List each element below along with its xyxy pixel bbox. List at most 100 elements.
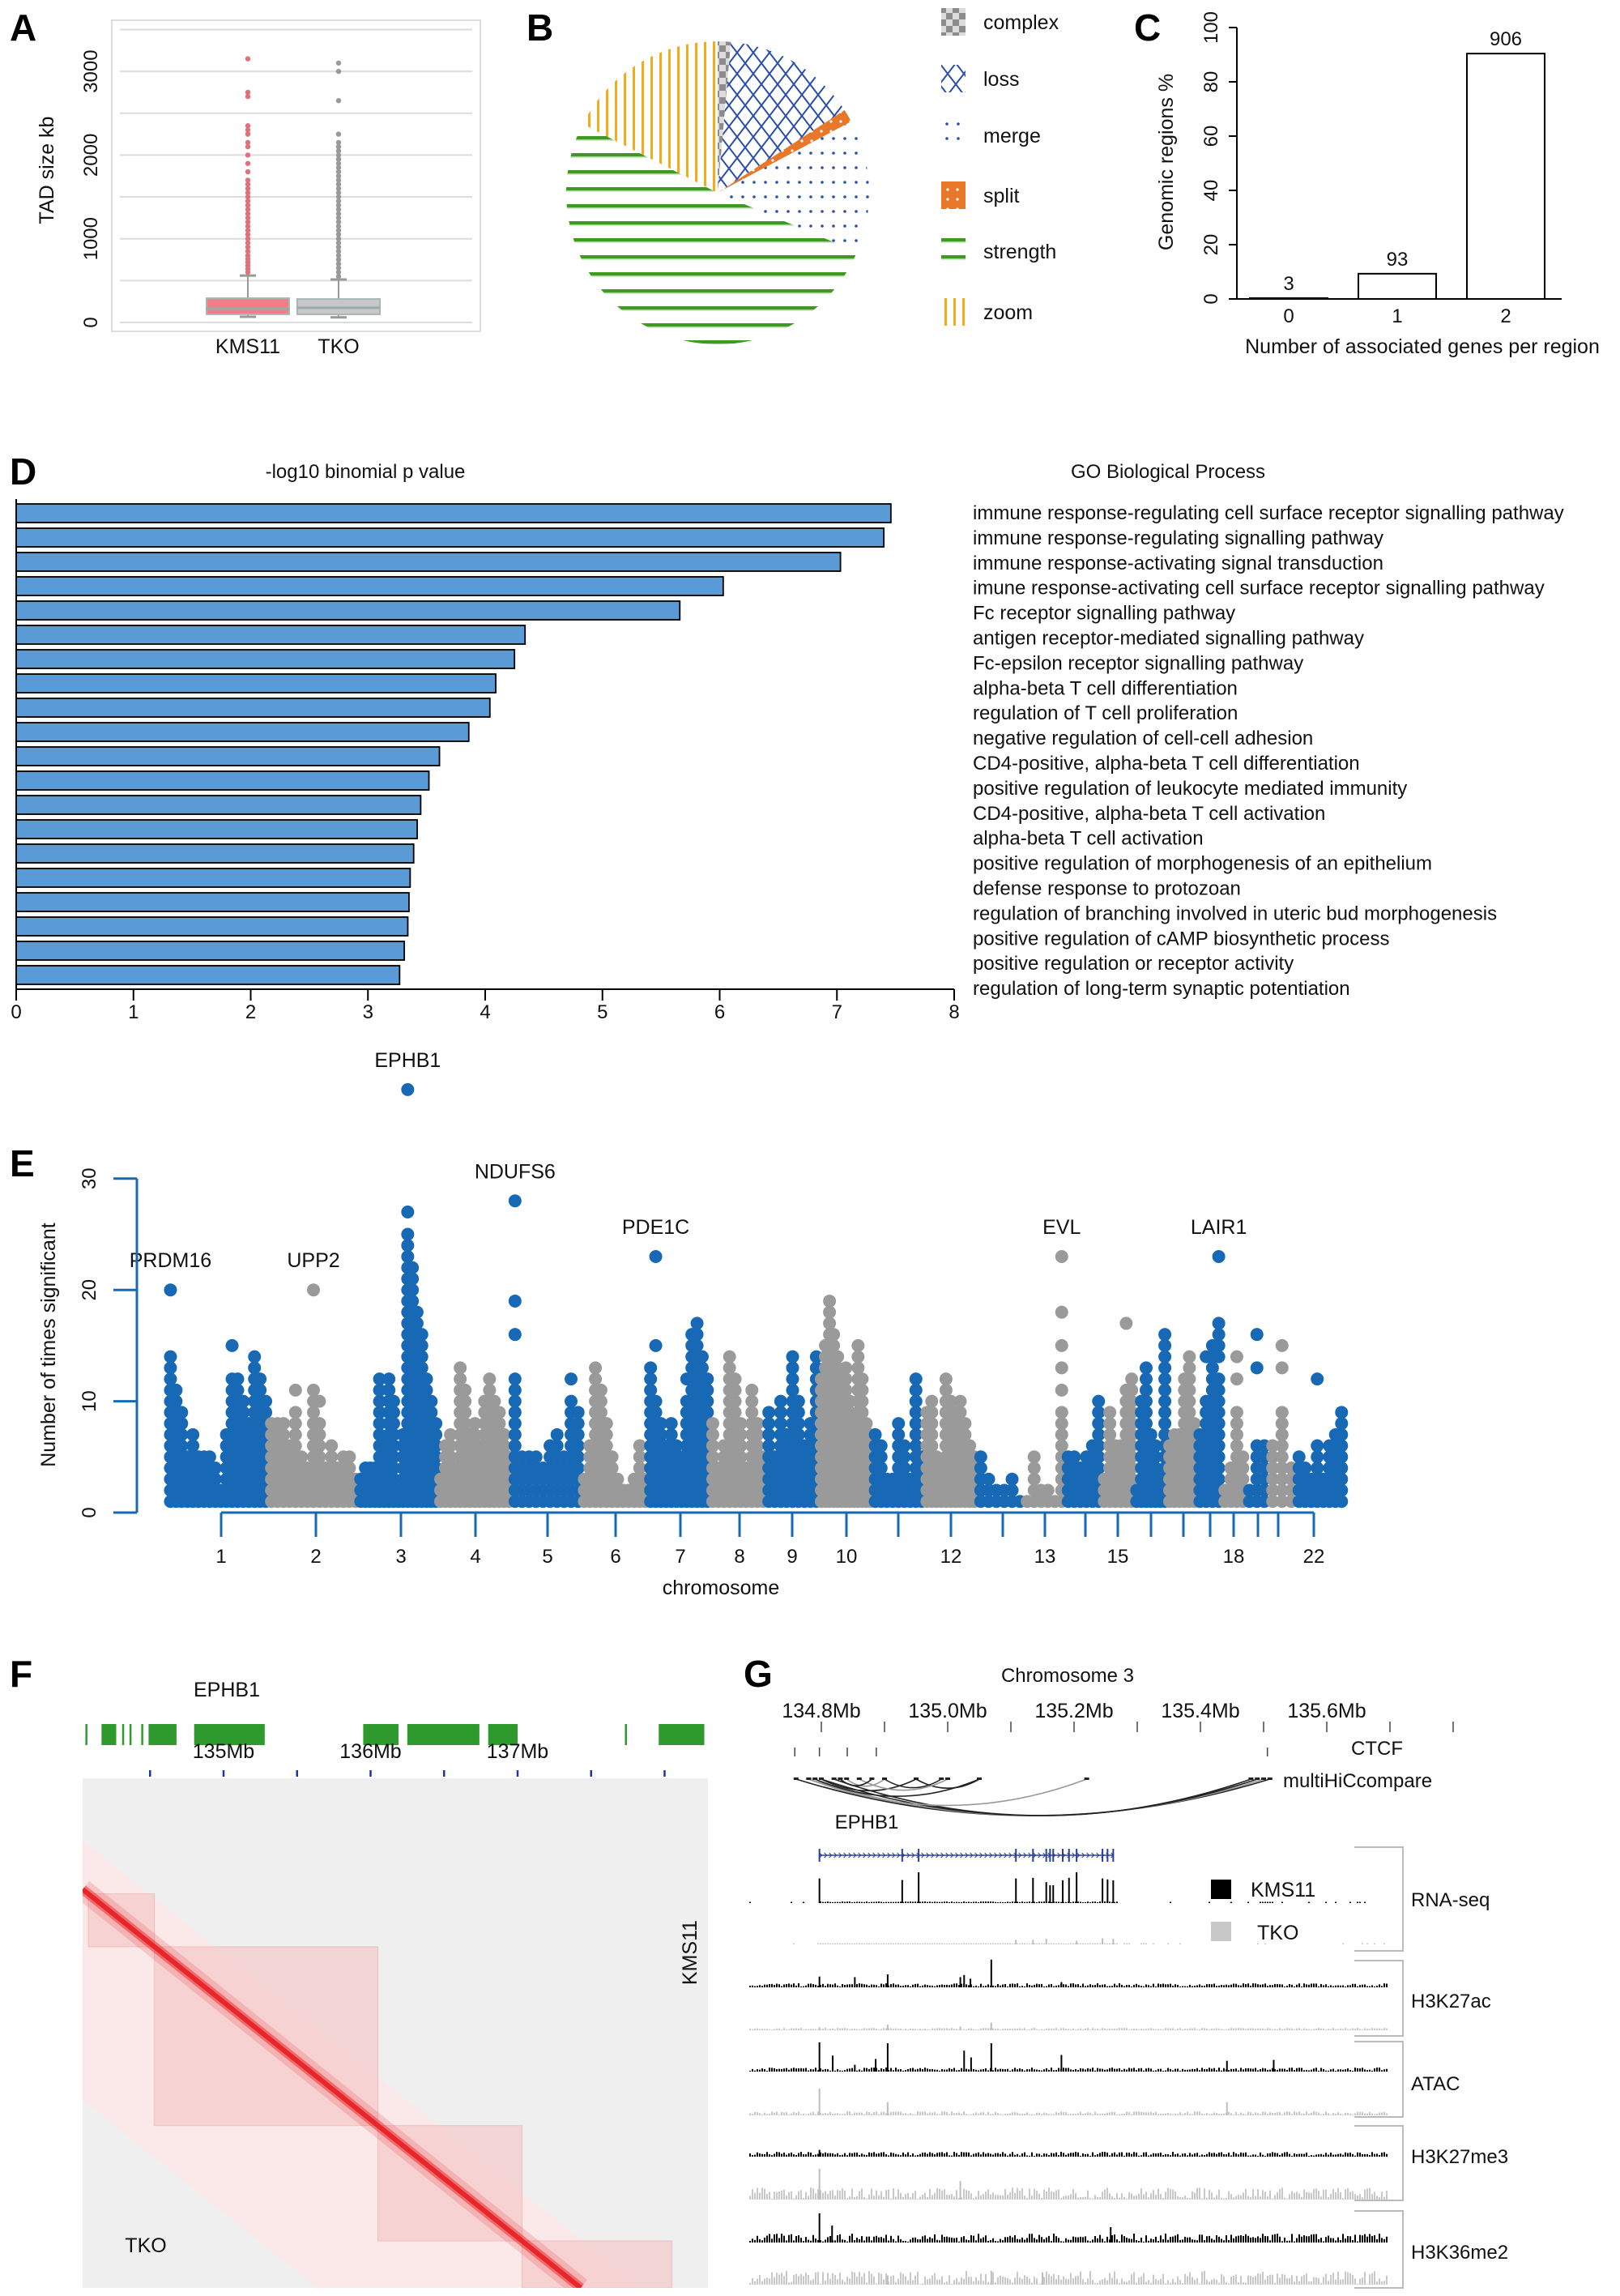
data-point [373,1428,386,1441]
go-bar [15,746,441,766]
gene-block [122,1724,125,1745]
data-point [1055,1338,1068,1352]
data-point [690,1328,704,1342]
gene-annotation-lair1: LAIR1 [1191,1216,1247,1239]
legend-label-tko: TKO [1257,1922,1298,1944]
y-axis-title: Genomic regions % [1155,74,1178,250]
signal-background [793,1943,1385,1944]
data-point [925,1439,939,1453]
data-point [809,1350,823,1364]
chromosome-segment [578,1361,652,1509]
outlier-point [335,236,342,241]
panel-label-g: G [744,1653,773,1695]
data-point [1139,1394,1153,1408]
data-point [454,1372,467,1386]
data-point [550,1428,564,1441]
exon [1052,1849,1055,1862]
genome-tracks: 134.8Mb 135.0Mb 135.2Mb 135.4Mb 135.6Mb KMS11… [749,1700,1508,2289]
data-point [925,1428,939,1441]
go-term-label: antigen receptor-mediated signalling pat… [973,628,1364,650]
exon [1076,1849,1078,1862]
data-point [1139,1361,1153,1375]
go-bar [15,770,430,791]
go-bar [15,795,422,815]
data-point [1335,1406,1349,1419]
boxplot-area: 0 1000 2000 3000 KMS11 TKO [80,28,472,358]
data-point [231,1372,245,1386]
data-point [594,1383,608,1397]
chromosome-label: 22 [1303,1546,1325,1568]
data-point [288,1383,302,1397]
chromosome-segment [644,1249,714,1509]
data-point [415,1338,428,1352]
go-bar [15,527,885,548]
data-point [855,1383,869,1397]
gene-block [141,1724,143,1745]
data-point [791,1417,805,1431]
data-point [1119,1317,1133,1330]
legend-swatch-complex [941,8,966,36]
data-point [1092,1428,1106,1441]
data-point [571,1428,585,1441]
data-point [529,1450,543,1464]
data-point [458,1417,472,1431]
data-point [1125,1406,1139,1419]
outlier-point [245,93,251,100]
data-point [565,1394,578,1408]
data-point [1335,1495,1349,1509]
data-point [823,1305,837,1319]
chromosome-label: 6 [610,1546,620,1568]
outlier-point [245,211,251,216]
data-point [953,1406,967,1419]
data-point [313,1394,326,1408]
data-point [277,1428,290,1441]
data-point [728,1394,742,1408]
data-point [1212,1472,1226,1486]
x-tick-label: TKO [318,335,359,358]
data-point [373,1372,386,1386]
data-point [237,1406,250,1419]
data-point [1266,1483,1280,1497]
data-point [508,1372,522,1386]
data-point [386,1428,400,1441]
loop-anchor [1255,1777,1260,1780]
data-point [508,1383,522,1397]
y-tick-label: 60 [1200,126,1222,147]
data-point [1158,1338,1172,1352]
outlier-point [335,232,342,237]
track-rna-seq: RNA-seq [749,1846,1490,1952]
go-bar [15,576,724,596]
legend-swatch-loss [941,65,966,92]
pie-slice-split [718,109,851,193]
strand-arrow [858,1852,862,1859]
data-point [497,1428,511,1441]
go-bar [15,868,411,888]
data-point [313,1450,326,1464]
legend-swatch-strength [941,237,966,265]
mb-axis-label: 135.0Mb [908,1700,987,1722]
go-bar [15,673,497,693]
outlier-point [245,152,251,158]
legend-swatch-kms11 [1211,1880,1231,1899]
outlier-point [245,181,251,187]
data-point [186,1439,200,1453]
data-point [791,1394,805,1408]
strand-arrow [1004,1852,1008,1859]
outlier-point [335,164,342,171]
data-point [1027,1450,1041,1464]
outlier-point [245,219,251,225]
loops-label: multiHiCcompare [1283,1770,1432,1792]
outlier-point [335,148,342,154]
strand-arrow [1033,1852,1037,1859]
data-point [1068,1450,1081,1464]
outlier-point [335,269,342,275]
strand-arrow [974,1852,978,1859]
strand-arrow [960,1852,964,1859]
data-point [1250,1361,1264,1375]
data-point [1144,1428,1157,1441]
data-point [723,1350,736,1364]
chromosome-label: 7 [675,1546,685,1568]
data-point [644,1383,658,1397]
chromosome-label: 2 [310,1546,321,1568]
strand-arrow [955,1852,959,1859]
